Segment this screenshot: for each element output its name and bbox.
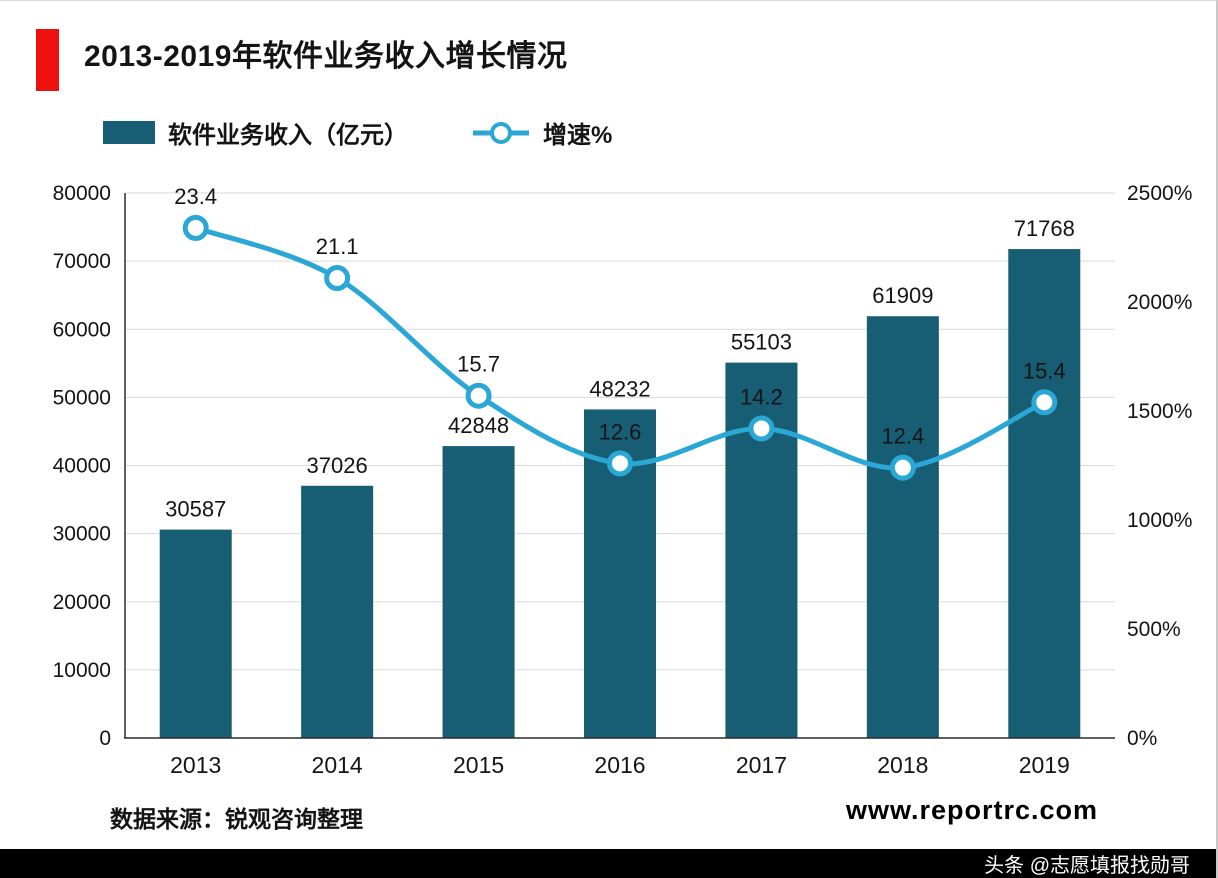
svg-text:21.1: 21.1: [316, 234, 359, 259]
svg-text:71768: 71768: [1014, 216, 1075, 241]
legend-label-revenue: 软件业务收入（亿元）: [168, 122, 408, 149]
legend: 软件业务收入（亿元） 增速%: [103, 115, 612, 150]
bar-swatch-icon: [103, 121, 155, 144]
bars: [159, 249, 1081, 738]
title-accent-bar: [36, 29, 59, 91]
svg-text:1500%: 1500%: [1127, 400, 1192, 423]
svg-text:60000: 60000: [53, 318, 111, 341]
svg-text:70000: 70000: [53, 250, 111, 273]
website-url: www.reportrc.com: [846, 795, 1099, 825]
svg-text:12.4: 12.4: [881, 424, 924, 449]
svg-text:80000: 80000: [53, 182, 111, 205]
legend-item-revenue: 软件业务收入（亿元）: [103, 115, 408, 150]
svg-text:40000: 40000: [53, 455, 111, 478]
svg-text:30000: 30000: [53, 523, 111, 546]
svg-text:15.4: 15.4: [1023, 358, 1066, 383]
svg-text:0: 0: [99, 727, 111, 750]
watermark-strip: 头条 @志愿填报找勋哥: [0, 849, 1216, 878]
bar-value-labels: 30587 37026 42848 48232 55103 61909 71768: [165, 216, 1075, 522]
svg-text:37026: 37026: [307, 453, 368, 478]
svg-text:42848: 42848: [448, 413, 509, 438]
svg-text:48232: 48232: [589, 376, 650, 401]
svg-text:0%: 0%: [1127, 727, 1157, 750]
left-axis-labels: 80000 70000 60000 50000 40000 30000 20000 10000…: [53, 182, 111, 750]
svg-text:2015: 2015: [453, 752, 504, 778]
svg-text:55103: 55103: [731, 330, 792, 355]
line-value-labels: 23.4 21.1 15.7 12.6 14.2 12.4 15.4: [174, 184, 1065, 449]
svg-text:2016: 2016: [594, 752, 645, 778]
svg-text:10000: 10000: [53, 659, 111, 682]
svg-text:14.2: 14.2: [740, 384, 783, 409]
line-markers: [182, 214, 1058, 481]
svg-text:2500%: 2500%: [1127, 182, 1192, 205]
watermark-text: 头条 @志愿填报找勋哥: [984, 855, 1190, 877]
right-axis-labels: 2500% 2000% 1500% 1000% 500% 0%: [1127, 182, 1192, 750]
svg-text:2018: 2018: [877, 752, 928, 778]
data-source-note: 数据来源：锐观咨询整理: [110, 806, 363, 832]
line-marker-icon: [473, 121, 529, 144]
svg-text:1000%: 1000%: [1127, 509, 1192, 532]
svg-text:2000%: 2000%: [1127, 291, 1192, 314]
svg-text:20000: 20000: [53, 591, 111, 614]
legend-item-growth: 增速%: [472, 115, 612, 150]
svg-text:61909: 61909: [872, 283, 933, 308]
x-axis-labels: 2013 2014 2015 2016 2017 2018 2019: [170, 752, 1070, 778]
svg-text:12.6: 12.6: [599, 419, 642, 444]
svg-text:500%: 500%: [1127, 618, 1181, 641]
svg-text:2014: 2014: [312, 752, 363, 778]
svg-text:30587: 30587: [165, 497, 226, 522]
page-title: 2013-2019年软件业务收入增长情况: [84, 40, 568, 73]
legend-label-growth: 增速%: [543, 122, 613, 149]
svg-text:15.7: 15.7: [457, 352, 500, 377]
svg-text:23.4: 23.4: [174, 184, 217, 209]
svg-text:2013: 2013: [170, 752, 221, 778]
svg-text:2017: 2017: [736, 752, 787, 778]
svg-text:50000: 50000: [53, 386, 111, 409]
svg-text:2019: 2019: [1019, 752, 1070, 778]
